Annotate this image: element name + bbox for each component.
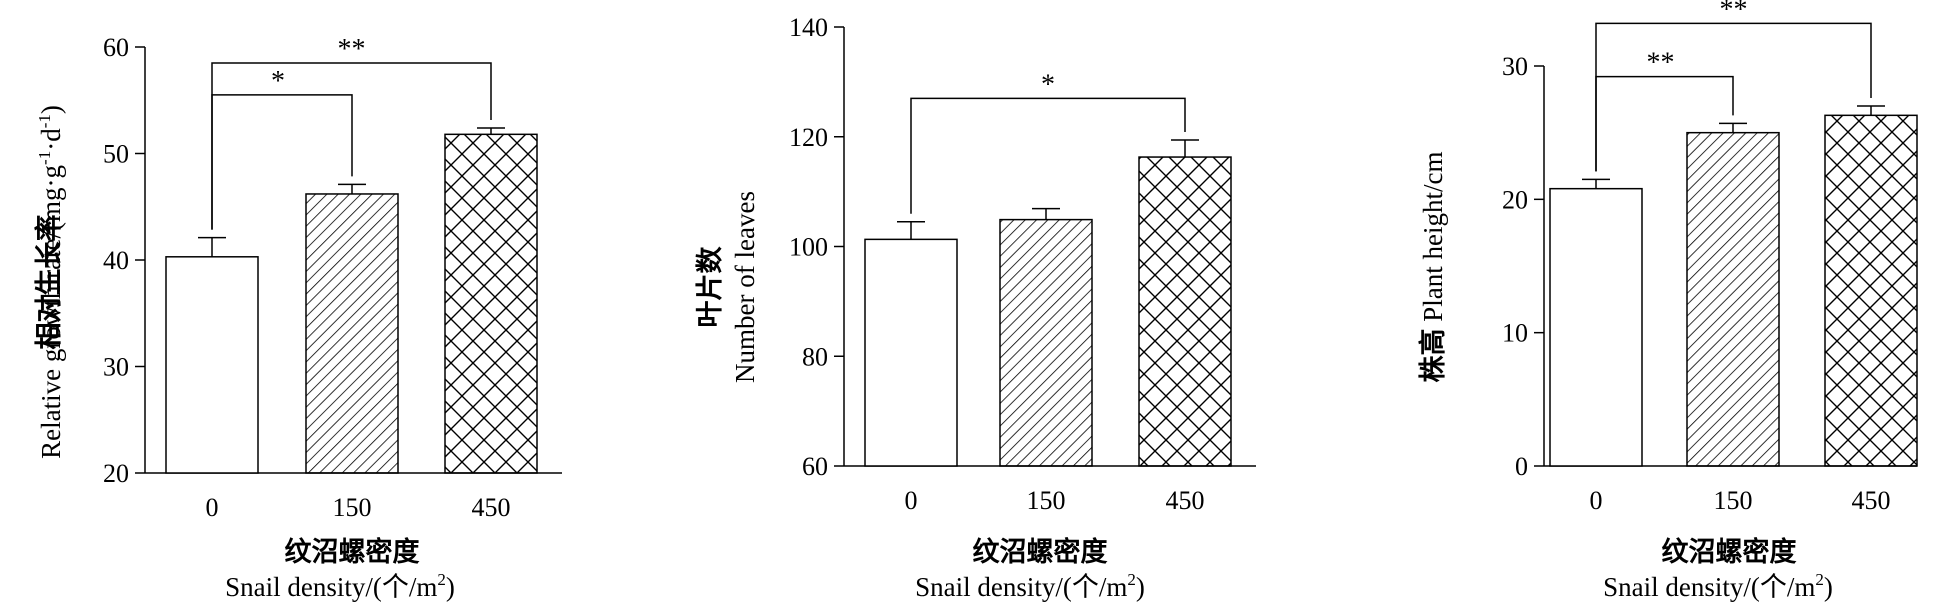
bar-150: [999, 218, 1093, 467]
x-tick-label: 150: [1027, 486, 1066, 515]
x-tick-label: 150: [1714, 486, 1753, 515]
significance-bracket: [211, 62, 492, 230]
y-tick-label: 60: [103, 33, 129, 62]
bar-450: [444, 133, 538, 474]
x-tick-label: 0: [1590, 486, 1603, 515]
bar-0: [1549, 187, 1643, 467]
x-tick-label: 0: [905, 486, 918, 515]
y-tick-label: 80: [802, 342, 828, 371]
x-tick-label: 450: [1166, 486, 1205, 515]
significance-label: *: [1041, 69, 1055, 100]
y-tick-label: 10: [1502, 319, 1528, 348]
significance-label: **: [1647, 48, 1675, 79]
panel-1-xlabel-en: Snail density/(个/m2): [225, 570, 455, 602]
bar-450: [1138, 156, 1232, 467]
y-tick-label: 30: [1502, 52, 1528, 81]
y-tick-label: 40: [103, 246, 129, 275]
bar-0: [165, 256, 259, 474]
bar-450: [1824, 114, 1918, 467]
y-tick-label: 50: [103, 140, 129, 169]
panel-2-xlabel-cn: 纹沼螺密度: [973, 536, 1108, 567]
y-tick-label: 100: [789, 233, 828, 262]
panel-3-xlabel-en: Snail density/(个/m2): [1603, 570, 1833, 602]
significance-bracket: [1595, 22, 1872, 172]
y-tick-label: 120: [789, 123, 828, 152]
panel-1-ylabel-en-line: Relative growth rate/(mg·g-1·d-1): [35, 105, 66, 459]
y-tick-label: 0: [1515, 452, 1528, 481]
bar-150: [305, 193, 399, 474]
x-tick-label: 450: [1852, 486, 1891, 515]
significance-label: **: [1720, 0, 1748, 25]
y-tick-label: 140: [789, 13, 828, 42]
significance-label: **: [338, 34, 366, 65]
y-tick-label: 30: [103, 353, 129, 382]
panel-1-ylabel: 相对生长率: [33, 215, 64, 350]
significance-bracket: [910, 97, 1186, 214]
y-tick-label: 20: [1502, 185, 1528, 214]
significance-label: *: [271, 66, 285, 97]
panel-3-ylabel: 株高 Plant height/cm: [1417, 152, 1448, 383]
y-tick-label: 20: [103, 459, 129, 488]
panel-1-xlabel-cn: 纹沼螺密度: [285, 536, 420, 567]
panel-3: 株高 Plant height/cm 0 10 20 30 0 150 450 ** ** 纹沼…: [1417, 0, 1918, 602]
panel-1: 相对生长率 Relative growth rate/(mg·g-1·d-1) …: [33, 33, 562, 602]
panel-2-ylabel-cn: 叶片数: [695, 246, 725, 328]
x-tick-label: 150: [333, 493, 372, 522]
x-tick-label: 450: [472, 493, 511, 522]
panel-2: 叶片数 Number of leaves 60 80 100 120 140 0 150 45…: [695, 13, 1256, 602]
x-tick-label: 0: [206, 493, 219, 522]
y-tick-label: 60: [802, 452, 828, 481]
bar-150: [1686, 131, 1780, 467]
panel-2-xlabel-en: Snail density/(个/m2): [915, 570, 1145, 602]
panel-3-xlabel-cn: 纹沼螺密度: [1662, 536, 1797, 567]
bar-0: [864, 238, 958, 467]
panel-2-ylabel-en: Number of leaves: [730, 191, 760, 383]
